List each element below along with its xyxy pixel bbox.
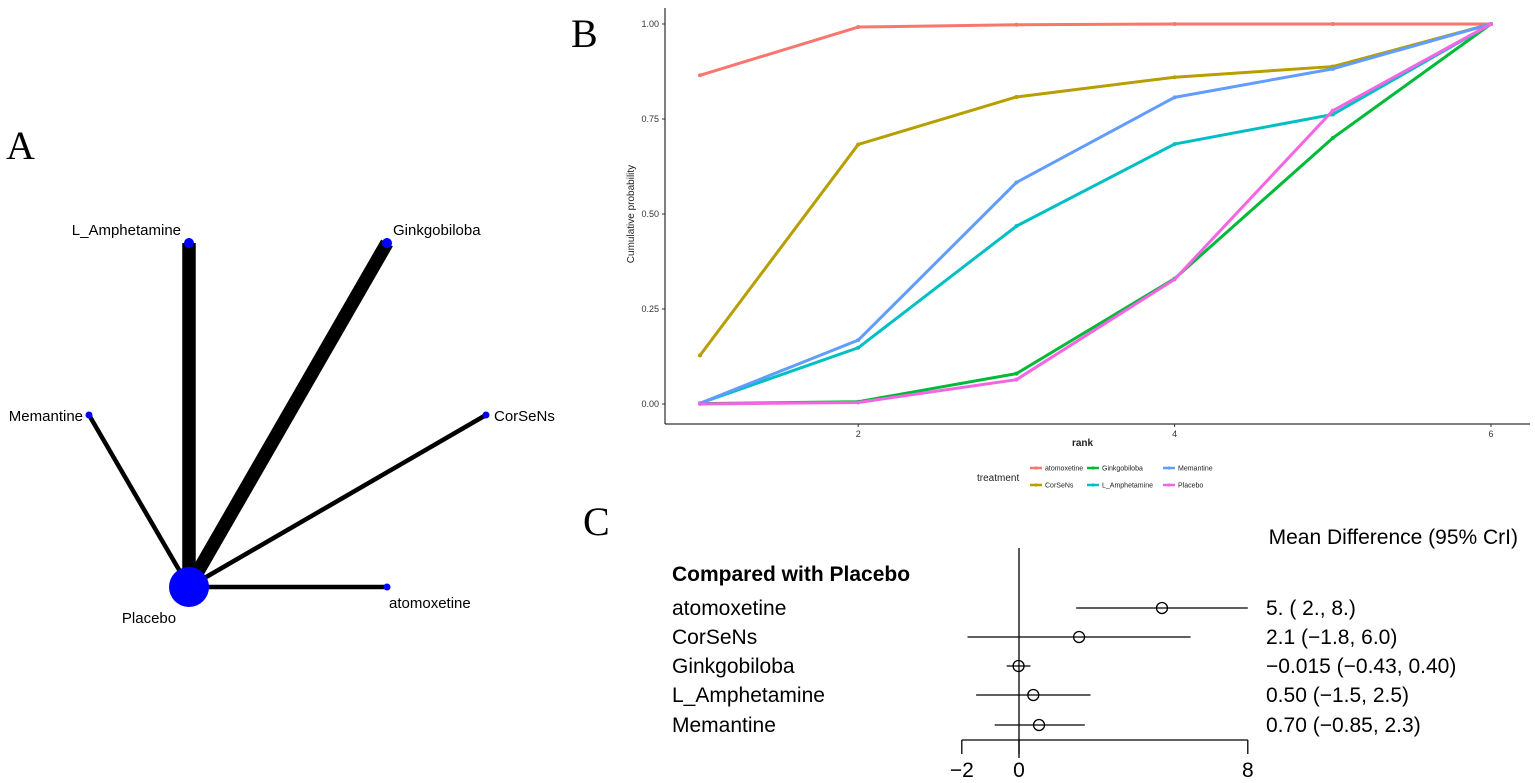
- node-l-amphetamine: [184, 238, 194, 248]
- y-tick-label: 0.75: [641, 114, 659, 124]
- legend-swatch-dot: [1167, 483, 1171, 487]
- node-atomoxetine: [383, 583, 391, 591]
- point-l-amphetamine: [1014, 224, 1019, 229]
- estimate-marker-l-amphetamine: [1027, 688, 1040, 702]
- point-memantine: [856, 338, 861, 343]
- node-placebo: [169, 567, 209, 607]
- point-placebo: [698, 402, 702, 406]
- forest-header: Compared with Placebo: [672, 563, 910, 586]
- forest-column-title: Mean Difference (95% CrI): [1269, 526, 1518, 549]
- legend-label-l-amphetamine: L_Amphetamine: [1102, 483, 1153, 490]
- forest-tick-label: −2: [950, 759, 974, 782]
- forest-tick-label: 8: [1242, 759, 1254, 782]
- point-corsens: [856, 142, 861, 147]
- legend-swatch-dot: [1034, 466, 1038, 470]
- series-line-l-amphetamine: [699, 22, 1492, 405]
- x-tick-label: 4: [1172, 429, 1177, 439]
- forest-row-value-memantine: 0.70 (−0.85, 2.3): [1266, 714, 1421, 737]
- point-atomoxetine: [1014, 22, 1019, 27]
- point-corsens: [1172, 75, 1177, 80]
- panel-letter-a: A: [6, 123, 35, 168]
- point-l-amphetamine: [856, 345, 861, 350]
- forest-row-label-corsens: CorSeNs: [672, 626, 757, 649]
- legend-label-atomoxetine: atomoxetine: [1045, 466, 1083, 473]
- point-placebo: [1330, 108, 1335, 113]
- panel-letter-c: C: [583, 499, 610, 544]
- estimate-marker-ginkgobiloba: [1012, 659, 1025, 673]
- point-placebo: [1489, 22, 1493, 26]
- point-l-amphetamine: [1172, 142, 1177, 147]
- node-label-atomoxetine: atomoxetine: [389, 595, 471, 612]
- forest-row-label-atomoxetine: atomoxetine: [672, 597, 786, 620]
- y-axis-title: Cumulative probability: [626, 165, 637, 263]
- y-tick-label: 0.25: [641, 304, 659, 314]
- legend-label-ginkgobiloba: Ginkgobiloba: [1102, 466, 1143, 473]
- edge-placebo-ginkgobiloba: [183, 239, 393, 591]
- point-corsens: [1014, 94, 1019, 99]
- point-atomoxetine: [1172, 22, 1177, 26]
- legend-swatch-dot: [1167, 466, 1171, 470]
- node-label-l-amphetamine: L_Amphetamine: [72, 222, 181, 239]
- legend-swatch-dot: [1091, 483, 1095, 487]
- point-placebo: [1014, 377, 1019, 382]
- point-placebo: [1172, 277, 1177, 282]
- legend-swatch-dot: [1091, 466, 1095, 470]
- point-memantine: [1172, 95, 1177, 100]
- point-memantine: [1014, 180, 1019, 185]
- edge-placebo-corsens: [187, 413, 488, 589]
- forest-tick-label: 0: [1013, 759, 1025, 782]
- node-label-ginkgobiloba: Ginkgobiloba: [393, 222, 481, 239]
- series-line-placebo: [699, 22, 1492, 406]
- estimate-marker-corsens: [1072, 630, 1086, 644]
- x-tick-label: 6: [1488, 429, 1493, 439]
- y-tick-label: 1.00: [641, 19, 659, 29]
- forest-row-value-l-amphetamine: 0.50 (−1.5, 2.5): [1266, 684, 1409, 707]
- forest-row-value-ginkgobiloba: −0.015 (−0.43, 0.40): [1266, 655, 1456, 678]
- node-label-corsens: CorSeNs: [494, 408, 555, 425]
- point-ginkgobiloba: [1330, 136, 1335, 140]
- estimate-marker-memantine: [1032, 718, 1046, 732]
- node-label-placebo: Placebo: [122, 610, 176, 627]
- panel-letter-b: B: [571, 11, 598, 56]
- estimate-marker-atomoxetine: [1155, 601, 1169, 615]
- series-line-corsens: [698, 22, 1492, 357]
- point-placebo: [856, 400, 861, 405]
- point-atomoxetine: [856, 25, 861, 30]
- y-tick-label: 0.50: [641, 209, 659, 219]
- y-tick-label: 0.00: [641, 399, 659, 409]
- legend-title: treatment: [977, 473, 1019, 484]
- point-corsens: [698, 353, 702, 358]
- point-memantine: [1330, 66, 1335, 71]
- forest-row-value-atomoxetine: 5. ( 2., 8.): [1266, 597, 1356, 620]
- edge-placebo-memantine: [87, 413, 191, 589]
- point-atomoxetine: [698, 73, 702, 78]
- forest-row-value-corsens: 2.1 (−1.8, 6.0): [1266, 626, 1397, 649]
- node-ginkgobiloba: [382, 238, 392, 248]
- x-tick-label: 2: [856, 429, 861, 439]
- node-label-memantine: Memantine: [9, 408, 83, 425]
- point-ginkgobiloba: [1014, 371, 1019, 376]
- node-corsens: [482, 411, 490, 419]
- forest-row-label-l-amphetamine: L_Amphetamine: [672, 684, 825, 707]
- node-memantine: [85, 411, 93, 419]
- legend-swatch-dot: [1034, 483, 1038, 487]
- legend-label-memantine: Memantine: [1178, 466, 1213, 473]
- legend-label-placebo: Placebo: [1178, 483, 1203, 490]
- x-axis-title: rank: [1072, 438, 1094, 449]
- series-line-atomoxetine: [699, 22, 1491, 77]
- forest-row-label-ginkgobiloba: Ginkgobiloba: [672, 655, 795, 678]
- series-line-memantine: [699, 22, 1492, 405]
- legend-label-corsens: CorSeNs: [1045, 483, 1074, 490]
- point-atomoxetine: [1330, 22, 1335, 26]
- forest-row-label-memantine: Memantine: [672, 714, 776, 737]
